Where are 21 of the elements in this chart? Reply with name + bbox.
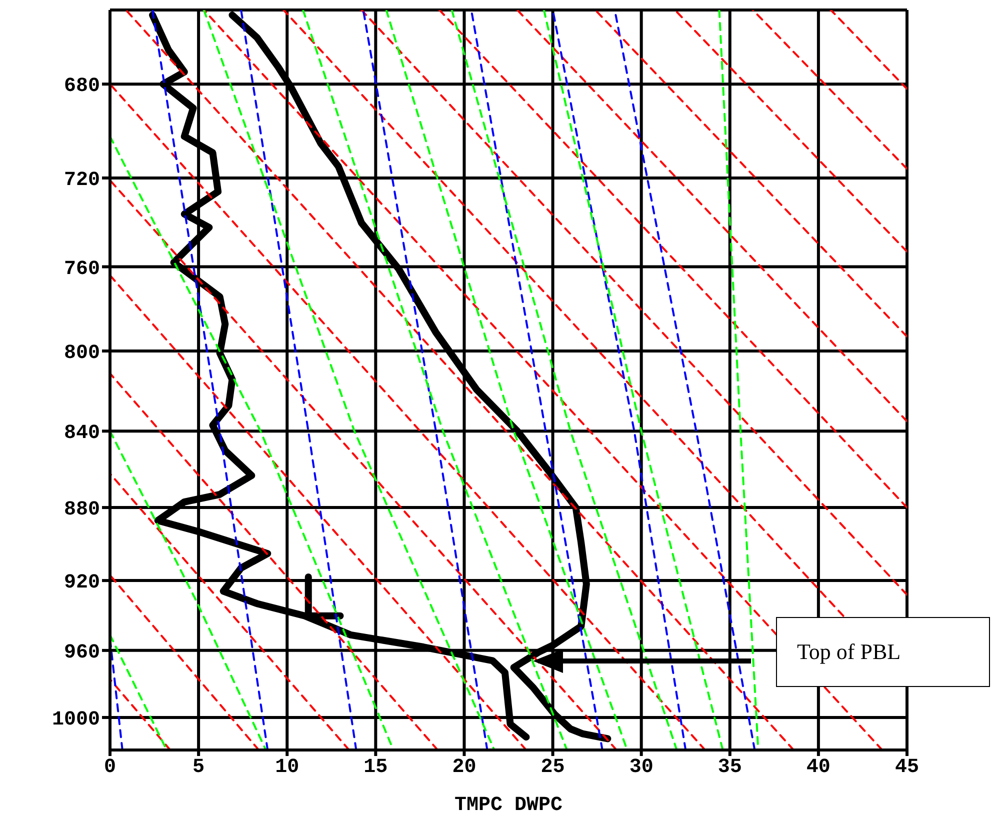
y-tick-label: 1000: [52, 708, 100, 732]
x-tick-label: 35: [718, 756, 742, 780]
x-axis-title: TMPC DWPC: [454, 794, 563, 817]
y-tick-label: 840: [64, 422, 100, 446]
x-tick-label: 15: [364, 756, 388, 780]
x-tick-label: 5: [192, 756, 205, 780]
x-tick-label: 25: [540, 756, 565, 780]
x-tick-label: 10: [275, 756, 300, 780]
x-tick-label: 0: [104, 756, 116, 780]
y-tick-label: 920: [64, 572, 100, 595]
x-tick-label: 20: [452, 756, 476, 780]
x-tick-label: 30: [629, 756, 654, 780]
x-tick-label: 40: [806, 756, 830, 780]
y-tick-label: 880: [64, 498, 100, 522]
label-box: Top of PBL: [776, 617, 990, 687]
y-tick-label: 800: [64, 342, 100, 366]
x-tick-label: 45: [894, 756, 920, 780]
y-tick-label: 680: [64, 75, 100, 98]
y-tick-label: 960: [64, 642, 100, 665]
y-tick-label: 720: [64, 169, 100, 192]
y-tick-label: 760: [64, 258, 100, 281]
